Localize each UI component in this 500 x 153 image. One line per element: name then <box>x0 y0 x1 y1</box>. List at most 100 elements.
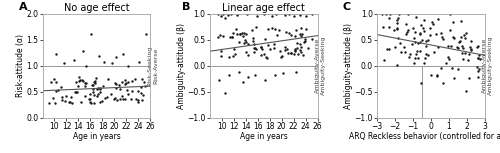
Point <box>281 49 289 51</box>
Point <box>446 13 454 15</box>
Point <box>450 21 458 23</box>
Point <box>279 72 287 74</box>
Point <box>393 27 401 30</box>
Point <box>420 18 428 21</box>
Point <box>420 62 428 65</box>
Point <box>233 14 241 17</box>
Point <box>214 36 222 38</box>
Point <box>394 19 402 21</box>
Point <box>403 30 411 33</box>
Point <box>466 77 473 79</box>
Point <box>292 49 300 51</box>
Point <box>268 15 276 18</box>
Point <box>294 52 302 55</box>
Point <box>410 36 418 39</box>
Point <box>112 83 120 86</box>
Point <box>139 93 147 96</box>
Y-axis label: Ambiguity-attitude (β): Ambiguity-attitude (β) <box>176 23 186 109</box>
Point <box>396 13 404 15</box>
Point <box>460 57 468 60</box>
Point <box>284 52 292 54</box>
Point <box>298 32 306 35</box>
Point <box>90 81 98 83</box>
Point <box>450 37 458 39</box>
Point <box>92 77 100 79</box>
Y-axis label: Ambiguity-attitude (β): Ambiguity-attitude (β) <box>344 23 353 109</box>
Y-axis label: Ambiguity-Averse
Ambiguity-Seeking: Ambiguity-Averse Ambiguity-Seeking <box>315 36 326 95</box>
Point <box>122 83 130 85</box>
Point <box>472 46 480 48</box>
Point <box>96 88 104 91</box>
Point <box>412 16 420 18</box>
Point <box>225 55 233 58</box>
Point <box>98 100 106 103</box>
Point <box>95 55 103 58</box>
Point <box>132 98 140 100</box>
Point <box>426 26 434 29</box>
Point <box>411 30 419 33</box>
Point <box>382 48 390 50</box>
Point <box>474 54 482 57</box>
Point <box>258 45 266 48</box>
Point <box>416 41 424 43</box>
Point <box>290 50 298 52</box>
Point <box>460 34 468 36</box>
Point <box>224 14 232 16</box>
Point <box>260 13 268 15</box>
Point <box>285 13 293 15</box>
Point <box>448 66 456 69</box>
Point <box>135 60 143 63</box>
Point <box>248 29 256 32</box>
Point <box>242 51 250 53</box>
Point <box>474 68 482 71</box>
Point <box>51 102 59 104</box>
Point <box>128 90 136 93</box>
Point <box>252 48 260 51</box>
Point <box>416 32 424 35</box>
Point <box>252 47 260 49</box>
Point <box>75 76 83 79</box>
Point <box>393 28 401 30</box>
Point <box>467 48 475 50</box>
Point <box>406 56 413 58</box>
Point <box>278 56 285 58</box>
Point <box>406 52 414 55</box>
Point <box>88 83 96 86</box>
Point <box>293 47 301 49</box>
Point <box>134 90 142 92</box>
Point <box>285 32 293 34</box>
Point <box>404 29 411 31</box>
Y-axis label: Risk-Seeking
Risk-Averse: Risk-Seeking Risk-Averse <box>148 46 158 86</box>
Point <box>272 34 280 36</box>
Point <box>296 14 304 16</box>
Point <box>112 87 120 89</box>
Point <box>242 41 250 43</box>
Point <box>90 101 98 104</box>
Point <box>474 45 482 48</box>
Point <box>140 80 148 83</box>
Point <box>432 32 440 35</box>
Point <box>136 86 144 89</box>
Point <box>287 34 295 36</box>
Point <box>86 102 94 104</box>
Point <box>261 38 269 40</box>
Point <box>216 15 224 18</box>
Point <box>384 47 392 50</box>
Point <box>227 13 235 15</box>
Point <box>82 65 90 67</box>
Y-axis label: Risk-attitude (α): Risk-attitude (α) <box>16 34 25 97</box>
Point <box>116 98 124 101</box>
Point <box>80 95 88 97</box>
Point <box>296 49 304 51</box>
Point <box>128 98 136 100</box>
Point <box>48 97 56 99</box>
Point <box>228 36 236 38</box>
Point <box>101 97 109 99</box>
Point <box>454 47 462 49</box>
Point <box>89 88 97 90</box>
Point <box>250 42 258 45</box>
Point <box>460 52 468 54</box>
Point <box>76 78 84 81</box>
Point <box>52 81 60 83</box>
Point <box>258 48 266 51</box>
